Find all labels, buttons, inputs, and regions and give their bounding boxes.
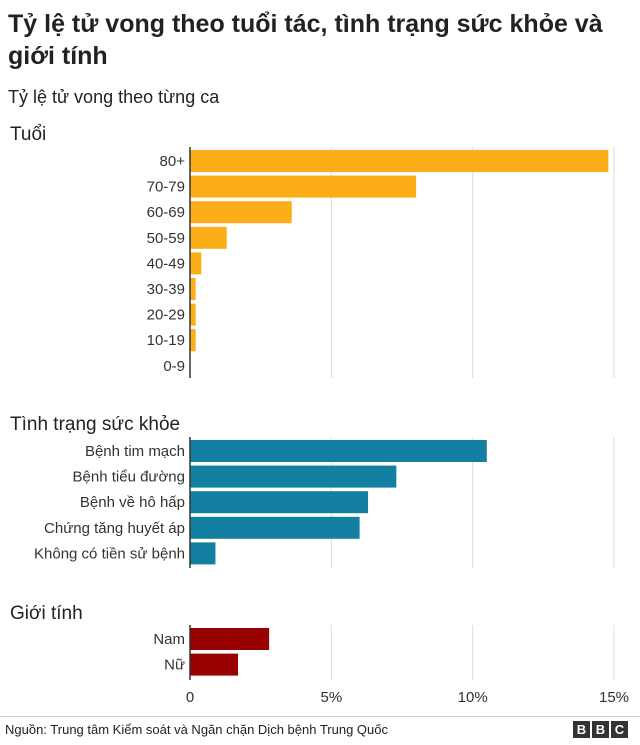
logo-letter: C <box>611 721 628 738</box>
bar <box>190 278 196 300</box>
category-label: 0-9 <box>163 358 185 375</box>
bar <box>190 175 417 198</box>
bbc-logo: B B C <box>573 721 628 738</box>
category-label: 40-49 <box>147 255 185 272</box>
chart-subtitle: Tỷ lệ tử vong theo từng ca <box>8 87 220 107</box>
bar <box>190 252 202 275</box>
category-label: Nữ <box>164 657 185 674</box>
category-label: Bệnh tiểu đường <box>73 469 185 486</box>
category-label: 10-19 <box>147 332 185 349</box>
bar <box>190 628 270 650</box>
logo-letter: B <box>592 721 609 738</box>
category-label: 70-79 <box>147 179 185 196</box>
bar <box>190 491 369 514</box>
x-tick-label: 5% <box>320 689 342 706</box>
category-label: Bệnh tim mạch <box>85 443 185 460</box>
category-label: 50-59 <box>147 230 185 247</box>
category-label: Không có tiền sử bệnh <box>34 545 185 562</box>
bar <box>190 440 487 462</box>
x-tick-label: 10% <box>458 689 488 706</box>
bar <box>190 201 292 224</box>
x-tick-label: 0 <box>186 689 194 706</box>
bar <box>190 303 196 326</box>
category-label: Bệnh về hô hấp <box>80 494 185 511</box>
bar <box>190 150 609 172</box>
bar <box>190 653 239 676</box>
category-label: 60-69 <box>147 204 185 221</box>
bar <box>190 516 360 539</box>
bar <box>190 465 397 488</box>
group-label: Tuổi <box>10 124 46 145</box>
x-tick-label: 15% <box>599 689 629 706</box>
category-label: Chứng tăng huyết áp <box>44 520 185 537</box>
group-label: Giới tính <box>10 603 83 624</box>
bar <box>190 329 196 352</box>
footer-divider <box>0 716 640 717</box>
chart-title: Tỷ lệ tử vong theo tuổi tác, tình trạng … <box>8 10 603 70</box>
group-label: Tình trạng sức khỏe <box>10 414 180 435</box>
bar <box>190 542 216 565</box>
category-label: Nam <box>153 631 185 648</box>
bar <box>190 226 227 249</box>
logo-letter: B <box>573 721 590 738</box>
category-label: 80+ <box>160 153 186 170</box>
category-label: 30-39 <box>147 281 185 298</box>
category-label: 20-29 <box>147 307 185 324</box>
source-note: Nguồn: Trung tâm Kiểm soát và Ngăn chặn … <box>5 722 388 737</box>
